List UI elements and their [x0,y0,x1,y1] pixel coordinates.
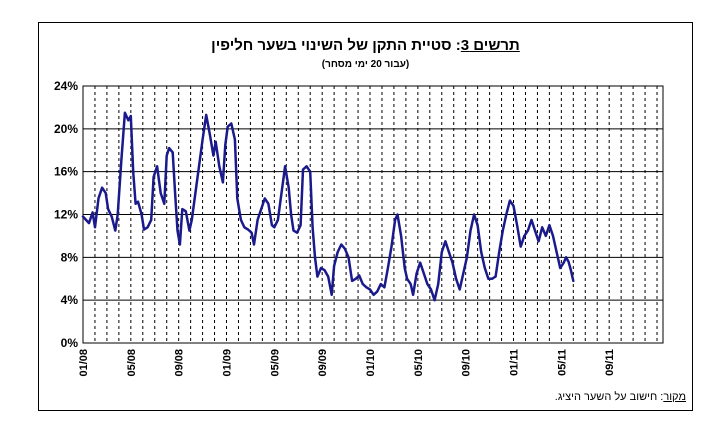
x-tick-label: 01/10 [365,349,377,377]
source-note: מקור: חישוב על השער היציג. [555,391,686,403]
y-tick-label: 12% [54,208,78,222]
chart-title-lead: תרשים 3 [460,37,520,54]
y-tick-label: 0% [61,336,79,350]
y-tick-label: 24% [54,79,78,93]
x-tick-label: 01/08 [78,349,90,377]
series-group [81,111,575,302]
x-tick-label: 09/09 [317,349,329,377]
x-tick-label: 09/10 [461,349,473,377]
source-text: : חישוב על השער היציג. [554,391,664,403]
x-tick-label: 05/08 [126,349,138,377]
x-tick-label: 09/11 [604,349,616,376]
y-tick-label: 20% [54,122,78,136]
chart-frame [38,22,693,411]
y-tick-label: 4% [61,293,79,307]
chart-title-text: : סטיית התקן של השינוי בשער חליפין [211,37,461,54]
source-lead: מקור [663,391,686,403]
x-tick-label: 05/11 [556,349,568,376]
x-tick-label: 01/09 [222,349,234,377]
y-tick-label: 16% [54,165,78,179]
x-tick-label: 05/09 [269,349,281,377]
chart-subtitle: (עבור 20 ימי מסחר) [321,59,410,70]
plot-area-border [82,85,664,344]
x-tick-labels: 01/08 05/08 09/08 01/09 05/09 09/09 01/10 05/10… [78,349,616,377]
x-tick-label: 09/08 [174,349,186,377]
series-line-0 [81,111,575,302]
x-gridlines [94,86,658,343]
y-tick-label: 8% [61,250,79,264]
y-tick-labels: 0% 4% 8% 12% 16% 20% 24% [54,79,78,350]
x-tick-label: 01/11 [509,349,521,376]
chart-title: תרשים 3: סטיית התקן של השינוי בשער חליפי… [38,37,693,54]
x-tick-label: 05/10 [413,349,425,377]
y-gridlines [83,85,663,344]
